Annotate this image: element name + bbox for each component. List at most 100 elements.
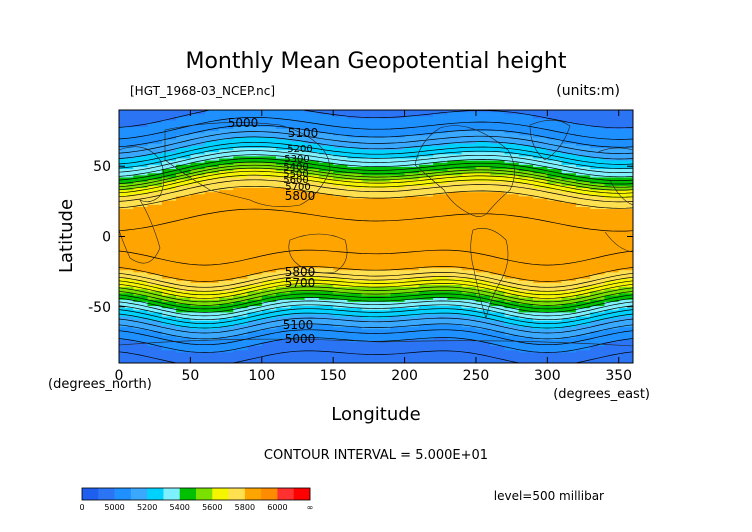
- contour-fill-cell: [304, 171, 320, 174]
- contour-fill-cell: [318, 183, 334, 187]
- contour-fill-cell: [304, 303, 320, 307]
- contour-fill-cell: [119, 272, 134, 276]
- contour-fill-cell: [190, 198, 206, 202]
- contour-fill-cell: [518, 213, 534, 217]
- contour-fill-cell: [190, 346, 206, 349]
- contour-fill-cell: [218, 249, 234, 252]
- contour-fill-cell: [376, 303, 391, 307]
- contour-fill-cell: [276, 206, 291, 210]
- contour-fill-cell: [261, 215, 277, 219]
- contour-fill-cell: [547, 196, 563, 200]
- contour-fill-cell: [218, 128, 234, 132]
- contour-fill-cell: [404, 160, 420, 164]
- contour-fill-cell: [304, 255, 320, 259]
- contour-fill-cell: [361, 223, 377, 227]
- contour-fill-cell: [575, 116, 591, 120]
- contour-fill-cell: [561, 200, 577, 204]
- contour-fill-cell: [133, 333, 149, 337]
- contour-fill-cell: [247, 266, 263, 269]
- contour-fill-cell: [333, 131, 349, 134]
- contour-fill-cell: [533, 112, 548, 115]
- contour-fill-cell: [361, 259, 377, 263]
- contour-fill-cell: [233, 204, 249, 208]
- contour-fill-cell: [475, 247, 491, 250]
- contour-fill-cell: [561, 249, 577, 252]
- contour-fill-cell: [318, 354, 334, 358]
- contour-fill-cell: [318, 314, 334, 318]
- contour-fill-cell: [176, 333, 191, 337]
- contour-fill-cell: [290, 344, 306, 347]
- contour-fill-cell: [161, 358, 177, 362]
- contour-fill-cell: [490, 173, 506, 176]
- contour-fill-cell: [333, 325, 349, 328]
- contour-fill-cell: [176, 120, 191, 124]
- contour-fill-cell: [347, 225, 363, 229]
- contour-fill-cell: [590, 312, 606, 316]
- contour-fill-cell: [304, 198, 320, 202]
- contour-fill-cell: [147, 257, 163, 261]
- contour-fill-cell: [547, 185, 563, 189]
- contour-fill-cell: [361, 251, 377, 254]
- contour-fill-cell: [575, 190, 591, 193]
- contour-fill-cell: [475, 126, 491, 130]
- contour-fill-cell: [390, 124, 406, 128]
- contour-value-label: 5200: [287, 144, 312, 155]
- contour-fill-cell: [204, 242, 220, 246]
- contour-fill-cell: [147, 128, 163, 132]
- contour-fill-cell: [461, 206, 477, 210]
- contour-fill-cell: [318, 291, 334, 295]
- contour-fill-cell: [119, 257, 134, 261]
- contour-fill-cell: [361, 335, 377, 339]
- contour-fill-cell: [176, 112, 191, 115]
- contour-fill-cell: [261, 325, 277, 328]
- contour-fill-cell: [475, 322, 491, 326]
- contour-fill-cell: [533, 181, 548, 185]
- contour-fill-cell: [190, 249, 206, 252]
- contour-fill-cell: [518, 137, 534, 141]
- contour-fill-cell: [447, 333, 463, 337]
- contour-fill-cell: [475, 270, 491, 273]
- contour-fill-cell: [147, 162, 163, 166]
- contour-fill-cell: [404, 209, 420, 212]
- contour-fill-cell: [433, 257, 448, 261]
- colorbar-segment: [293, 488, 311, 500]
- contour-fill-cell: [590, 306, 606, 309]
- contour-fill-cell: [176, 202, 191, 206]
- colorbar-frame: [81, 487, 311, 501]
- contour-fill-cell: [361, 268, 377, 271]
- contour-fill-cell: [490, 263, 506, 267]
- contour-fill-cell: [490, 177, 506, 181]
- contour-fill-cell: [147, 310, 163, 313]
- contour-fill-cell: [233, 297, 249, 301]
- contour-fill-cell: [404, 128, 420, 132]
- contour-fill-cell: [504, 301, 520, 305]
- contour-fill-cell: [361, 257, 377, 261]
- contour-fill-cell: [475, 318, 491, 322]
- contour-fill-cell: [133, 234, 149, 238]
- contour-fill-cell: [418, 209, 434, 212]
- contour-fill-cell: [376, 272, 391, 276]
- contour-fill-cell: [119, 173, 134, 176]
- contour-fill-cell: [418, 190, 434, 193]
- contour-fill-cell: [533, 225, 548, 229]
- contour-fill-cell: [604, 325, 620, 328]
- contour-fill-cell: [161, 329, 177, 332]
- contour-fill-cell: [133, 188, 149, 191]
- contour-fill-cell: [575, 266, 591, 269]
- contour-fill-cell: [575, 147, 591, 151]
- contour-fill-cell: [404, 194, 420, 198]
- contour-fill-cell: [504, 242, 520, 246]
- contour-fill-cell: [333, 278, 349, 282]
- contour-fill-cell: [190, 259, 206, 263]
- contour-fill-cell: [333, 192, 349, 195]
- contour-fill-cell: [261, 131, 277, 134]
- contour-fill-cell: [447, 259, 463, 263]
- contour-fill-cell: [461, 314, 477, 318]
- contour-fill-cell: [561, 120, 577, 124]
- contour-fill-cell: [247, 215, 263, 219]
- contour-fill-cell: [133, 236, 149, 240]
- contour-fill-cell: [318, 244, 334, 248]
- contour-fill-cell: [390, 337, 406, 341]
- contour-fill-cell: [190, 247, 206, 250]
- contour-fill-cell: [247, 282, 263, 286]
